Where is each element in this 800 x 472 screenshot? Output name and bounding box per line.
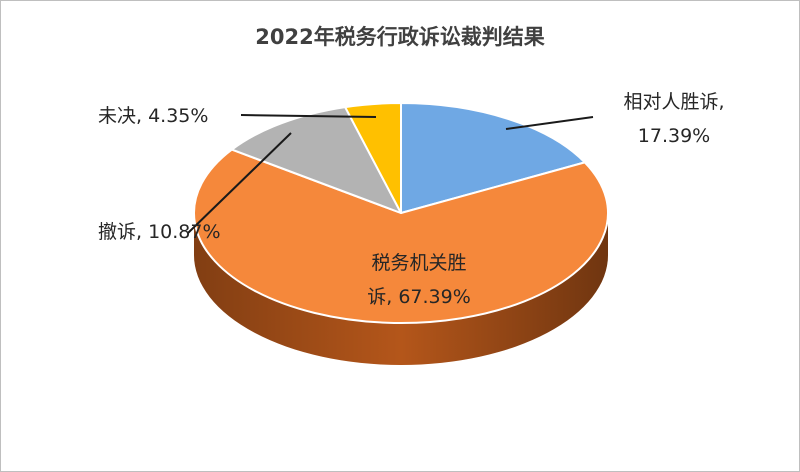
- pie-slice-opponent-win: [400, 102, 586, 214]
- data-label-opponent-win-line-1: 相对人胜诉,: [623, 91, 724, 113]
- leader-line-pending: [240, 114, 377, 118]
- data-label-withdrawn-line-1: 撤诉, 10.87%: [98, 221, 221, 243]
- data-label-tax-authority-win-line-1: 税务机关胜: [371, 252, 466, 274]
- leader-line-withdrawn: [187, 132, 292, 234]
- leader-line-opponent-win: [505, 116, 594, 130]
- chart-title: 2022年税务行政诉讼裁判结果: [255, 25, 545, 49]
- pie-side-shade-tax-authority-win: [194, 213, 608, 365]
- data-label-tax-authority-win-line-2: 诉, 67.39%: [367, 286, 471, 308]
- pie-slice-tax-authority-win: [193, 148, 609, 324]
- pie-top-group: [193, 102, 609, 324]
- pie-side-group: [194, 213, 608, 365]
- data-label-pending-line-1: 未决, 4.35%: [98, 105, 208, 127]
- data-label-opponent-win-line-2: 17.39%: [638, 125, 710, 147]
- leader-lines: [187, 114, 594, 234]
- pie-slice-pending: [344, 102, 402, 214]
